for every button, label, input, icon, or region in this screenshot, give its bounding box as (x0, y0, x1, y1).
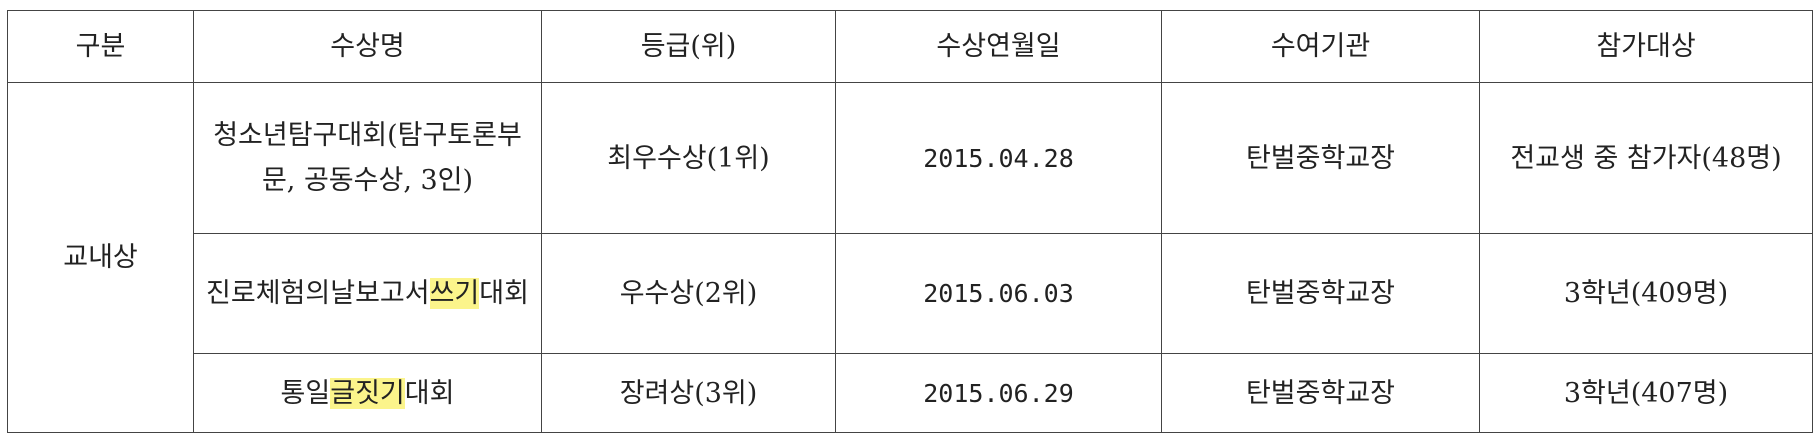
award-name-text: 대회 (479, 278, 529, 309)
header-issuing-org: 수여기관 (1161, 10, 1480, 83)
header-grade: 등급(위) (541, 10, 836, 83)
header-award-name: 수상명 (193, 10, 542, 83)
award-name-text: 진로체험의날보고서 (206, 278, 430, 309)
org-cell: 탄벌중학교장 (1161, 353, 1480, 433)
awards-table: 구분 수상명 등급(위) 수상연월일 수여기관 참가대상 교내상 청소년탐구대회… (7, 10, 1813, 433)
table-row: 교내상 청소년탐구대회(탐구토론부문, 공동수상, 3인) 최우수상(1위) 2… (7, 82, 1813, 433)
award-name-cell: 통일글짓기대회 (193, 353, 542, 433)
date-cell: 2015.04.28 (835, 82, 1162, 234)
header-award-date: 수상연월일 (835, 10, 1162, 83)
award-name-text: 청소년탐구대회(탐구토론부문, 공동수상, 3인) (213, 120, 522, 196)
org-cell: 탄벌중학교장 (1161, 233, 1480, 354)
date-cell: 2015.06.29 (835, 353, 1162, 433)
table-row: 통일글짓기대회 장려상(3위) 2015.06.29 탄벌중학교장 3학년(40… (8, 353, 1813, 433)
target-cell: 3학년(409명) (1479, 233, 1813, 354)
target-cell: 전교생 중 참가자(48명) (1479, 82, 1813, 234)
header-category: 구분 (7, 10, 194, 83)
highlighted-text: 쓰기 (429, 278, 480, 309)
award-name-text: 통일 (280, 377, 331, 409)
org-cell: 탄벌중학교장 (1161, 82, 1480, 234)
grade-cell: 최우수상(1위) (541, 82, 836, 234)
date-cell: 2015.06.03 (835, 233, 1162, 354)
highlighted-text: 글짓기 (330, 377, 405, 409)
grade-cell: 우수상(2위) (541, 233, 836, 354)
header-participants: 참가대상 (1479, 10, 1813, 83)
table-row: 진로체험의날보고서쓰기대회 우수상(2위) 2015.06.03 탄벌중학교장 … (8, 233, 1813, 354)
award-name-cell: 청소년탐구대회(탐구토론부문, 공동수상, 3인) (193, 82, 542, 234)
header-row: 구분 수상명 등급(위) 수상연월일 수여기관 참가대상 (7, 10, 1813, 83)
target-cell: 3학년(407명) (1479, 353, 1813, 433)
award-name-cell: 진로체험의날보고서쓰기대회 (193, 233, 542, 354)
award-name-text: 대회 (404, 377, 455, 409)
category-cell: 교내상 (7, 82, 194, 433)
grade-cell: 장려상(3위) (541, 353, 836, 433)
